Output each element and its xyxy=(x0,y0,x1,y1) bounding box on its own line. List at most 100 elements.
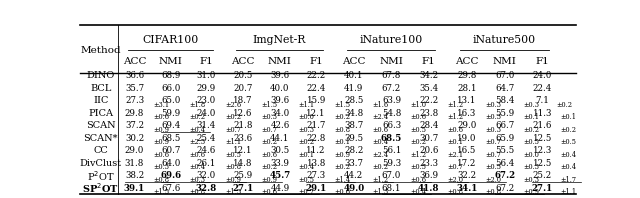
Text: ±1.1: ±1.1 xyxy=(298,101,314,109)
Text: ±0.1: ±0.1 xyxy=(561,113,577,121)
Text: ±2.4: ±2.4 xyxy=(372,113,388,121)
Text: ±0.6: ±0.6 xyxy=(372,126,388,134)
Text: 39.5: 39.5 xyxy=(344,134,364,143)
Text: 24.0: 24.0 xyxy=(532,71,552,80)
Text: 44.9: 44.9 xyxy=(270,184,289,193)
Text: 67.0: 67.0 xyxy=(495,71,515,80)
Text: ±2.3: ±2.3 xyxy=(189,138,205,146)
Text: ±0.2: ±0.2 xyxy=(523,126,539,134)
Text: ±0.9: ±0.9 xyxy=(523,188,539,196)
Text: ±0.3: ±0.3 xyxy=(298,126,314,134)
Text: ACC: ACC xyxy=(342,57,365,66)
Text: 44.1: 44.1 xyxy=(270,134,289,143)
Text: 35.4: 35.4 xyxy=(419,84,438,93)
Text: PICA: PICA xyxy=(88,109,113,118)
Text: 24.0: 24.0 xyxy=(196,109,216,118)
Text: ±0.3: ±0.3 xyxy=(523,101,539,109)
Text: 64.0: 64.0 xyxy=(161,159,180,168)
Text: ±0.7: ±0.7 xyxy=(261,126,277,134)
Text: SCAN*: SCAN* xyxy=(84,134,118,143)
Text: ±2.0: ±2.0 xyxy=(447,176,463,184)
Text: ACC: ACC xyxy=(231,57,255,66)
Text: 39.1: 39.1 xyxy=(124,184,145,193)
Text: ±1.2: ±1.2 xyxy=(447,101,463,109)
Text: 35.7: 35.7 xyxy=(125,84,144,93)
Text: 11.2: 11.2 xyxy=(307,146,326,155)
Text: 22.4: 22.4 xyxy=(532,84,552,93)
Text: NMI: NMI xyxy=(159,57,182,66)
Text: 23.3: 23.3 xyxy=(419,159,438,168)
Text: 68.1: 68.1 xyxy=(381,184,401,193)
Text: ±1.5: ±1.5 xyxy=(335,101,351,109)
Text: 31.8: 31.8 xyxy=(125,159,144,168)
Text: ±0.1: ±0.1 xyxy=(335,138,351,146)
Text: ±0.2: ±0.2 xyxy=(561,126,577,134)
Text: 34.8: 34.8 xyxy=(344,109,364,118)
Text: 18.7: 18.7 xyxy=(233,96,252,105)
Text: DINO: DINO xyxy=(86,71,115,80)
Text: 65.9: 65.9 xyxy=(495,134,514,143)
Text: F1: F1 xyxy=(309,57,323,66)
Text: ±0.5: ±0.5 xyxy=(523,138,539,146)
Text: ±0.0: ±0.0 xyxy=(298,113,314,121)
Text: BCL: BCL xyxy=(90,84,111,93)
Text: 40.1: 40.1 xyxy=(344,71,364,80)
Text: ±0.4: ±0.4 xyxy=(189,163,205,171)
Text: ±0.7: ±0.7 xyxy=(447,163,463,171)
Text: ±1.5: ±1.5 xyxy=(153,188,169,196)
Text: ±0.6: ±0.6 xyxy=(153,151,169,159)
Text: ±1.7: ±1.7 xyxy=(561,176,577,184)
Text: ±1.2: ±1.2 xyxy=(372,176,388,184)
Text: CIFAR100: CIFAR100 xyxy=(142,35,198,45)
Text: 32.0: 32.0 xyxy=(197,171,216,180)
Text: 67.2: 67.2 xyxy=(495,184,514,193)
Text: iNature100: iNature100 xyxy=(360,35,423,45)
Text: ±0.2: ±0.2 xyxy=(225,113,241,121)
Text: 25.4: 25.4 xyxy=(197,134,216,143)
Text: 21.7: 21.7 xyxy=(307,121,326,130)
Text: 27.3: 27.3 xyxy=(125,96,144,105)
Text: 30.2: 30.2 xyxy=(125,134,144,143)
Text: 68.5: 68.5 xyxy=(161,134,180,143)
Text: ±0.4: ±0.4 xyxy=(189,126,205,134)
Text: 31.0: 31.0 xyxy=(196,71,216,80)
Text: ±0.2: ±0.2 xyxy=(410,138,426,146)
Text: 67.8: 67.8 xyxy=(382,71,401,80)
Text: 21.8: 21.8 xyxy=(233,121,252,130)
Text: ±1.3: ±1.3 xyxy=(225,188,241,196)
Text: ±1.1: ±1.1 xyxy=(225,138,241,146)
Text: 34.2: 34.2 xyxy=(419,71,438,80)
Text: ±1.2: ±1.2 xyxy=(447,113,463,121)
Text: ±0.9: ±0.9 xyxy=(153,138,169,146)
Text: ±2.6: ±2.6 xyxy=(225,101,241,109)
Text: 69.6: 69.6 xyxy=(160,171,181,180)
Text: ±0.3: ±0.3 xyxy=(261,113,277,121)
Text: NMI: NMI xyxy=(493,57,516,66)
Text: 49.0: 49.0 xyxy=(343,184,364,193)
Text: 68.5: 68.5 xyxy=(381,134,402,143)
Text: ±0.4: ±0.4 xyxy=(298,163,314,171)
Text: DivClust: DivClust xyxy=(80,159,122,168)
Text: 58.4: 58.4 xyxy=(495,96,515,105)
Text: 29.0: 29.0 xyxy=(457,121,477,130)
Text: 36.6: 36.6 xyxy=(125,71,144,80)
Text: ±0.8: ±0.8 xyxy=(225,163,241,171)
Text: 36.9: 36.9 xyxy=(419,171,438,180)
Text: F1: F1 xyxy=(536,57,549,66)
Text: 30.7: 30.7 xyxy=(419,134,438,143)
Text: ±0.6: ±0.6 xyxy=(410,176,426,184)
Text: 60.7: 60.7 xyxy=(161,146,180,155)
Text: ±0.4: ±0.4 xyxy=(410,188,426,196)
Text: 20.7: 20.7 xyxy=(233,84,252,93)
Text: 27.3: 27.3 xyxy=(307,171,326,180)
Text: ±0.7: ±0.7 xyxy=(298,188,314,196)
Text: IIC: IIC xyxy=(93,96,109,105)
Text: ±1.0: ±1.0 xyxy=(410,101,426,109)
Text: ±1.8: ±1.8 xyxy=(189,101,205,109)
Text: ±0.5: ±0.5 xyxy=(410,126,426,134)
Text: 67.6: 67.6 xyxy=(161,184,180,193)
Text: 28.4: 28.4 xyxy=(419,121,438,130)
Text: 29.0: 29.0 xyxy=(125,146,144,155)
Text: 42.6: 42.6 xyxy=(270,121,289,130)
Text: ±0.3: ±0.3 xyxy=(189,176,205,184)
